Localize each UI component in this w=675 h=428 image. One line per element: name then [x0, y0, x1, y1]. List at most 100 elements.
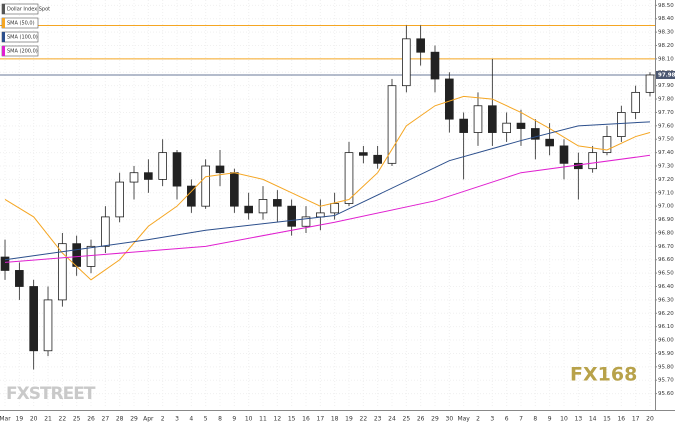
y-tick-label: 96.30	[658, 297, 674, 303]
y-tick-label: 98.30	[658, 30, 674, 36]
candle-body	[172, 152, 182, 187]
x-tick-label: 20	[30, 416, 38, 423]
sma-line	[4, 121, 651, 261]
candle-body	[215, 165, 225, 174]
y-tick-label: 98.20	[658, 43, 674, 49]
candle-body	[101, 216, 110, 247]
watermark: FXSTREET	[6, 384, 96, 404]
y-tick-label: 98.10	[658, 56, 674, 62]
y-tick-label: 96.20	[658, 311, 674, 317]
x-tick-label: 10	[560, 416, 568, 423]
x-tick-label: 4	[189, 416, 193, 423]
sma-line	[4, 95, 651, 281]
x-tick-label: Apr	[143, 416, 154, 423]
candle-body	[15, 270, 24, 287]
legend-swatch	[2, 4, 5, 14]
x-tick-label: 27	[102, 416, 110, 423]
candle-body	[301, 216, 311, 227]
candle-body	[416, 38, 425, 53]
x-tick-label: 17	[317, 416, 325, 423]
y-tick-label: 95.80	[658, 364, 674, 370]
y-tick-label: 96.10	[658, 324, 674, 330]
candle-body	[129, 172, 139, 183]
y-tick-label: 98.50	[658, 3, 674, 9]
candle-body	[201, 165, 210, 207]
x-tick-label: 2	[161, 416, 165, 423]
candle-body	[602, 136, 612, 154]
legend-label: Dollar Index Spot	[7, 7, 50, 13]
legend-label: SMA (50,0)	[7, 21, 35, 27]
candle-body	[29, 286, 38, 352]
x-tick-label: 30	[446, 416, 454, 423]
x-tick-label: 15	[288, 416, 296, 423]
candle-body	[516, 122, 526, 129]
y-tick-label: 97.40	[658, 150, 674, 156]
candle-body	[559, 145, 569, 164]
candle-body	[545, 138, 554, 147]
x-tick-label: 13	[575, 416, 583, 423]
y-tick-label: 97.30	[658, 164, 674, 170]
legend-label: SMA (200,0)	[7, 49, 38, 55]
legend-label: SMA (100,0)	[7, 35, 38, 41]
y-tick-label: 95.70	[658, 378, 674, 384]
x-tick-label: 20	[646, 416, 654, 423]
price-tag	[656, 70, 675, 79]
legend-swatch	[2, 32, 5, 42]
x-tick-label: 22	[360, 416, 368, 423]
candle-body	[502, 122, 511, 133]
candle-body	[258, 199, 268, 214]
candle-body	[445, 78, 454, 120]
candle-body	[373, 154, 382, 164]
candle-body	[158, 152, 167, 180]
x-tick-label: 23	[374, 416, 382, 423]
candle-body	[0, 256, 10, 271]
x-tick-label: 18	[331, 416, 339, 423]
y-tick-label: 98.40	[658, 16, 674, 22]
x-tick-label: 26	[87, 416, 95, 423]
x-tick-label: Mar	[0, 416, 11, 423]
x-tick-label: 22	[59, 416, 67, 423]
price-tag-label: 97.98	[658, 72, 675, 78]
candle-body	[588, 152, 597, 170]
candle-body	[645, 74, 655, 93]
candle-body	[86, 245, 96, 267]
candle-body	[430, 51, 440, 80]
candle-body	[359, 152, 368, 156]
x-tick-label: 11	[259, 416, 267, 423]
y-tick-label: 97.20	[658, 177, 674, 183]
x-tick-label: 8	[218, 416, 222, 423]
y-tick-label: 96.60	[658, 257, 674, 263]
x-tick-label: 21	[44, 416, 52, 423]
candle-body	[617, 112, 626, 137]
legend-swatch	[2, 46, 5, 56]
x-tick-label: 16	[617, 416, 625, 423]
y-tick-label: 97.10	[658, 190, 674, 196]
x-tick-label: 9	[232, 416, 236, 423]
candle-body	[459, 118, 468, 133]
candle-body	[531, 128, 540, 140]
x-tick-label: 3	[175, 416, 179, 423]
y-tick-label: 97.70	[658, 110, 674, 116]
y-tick-label: 95.90	[658, 351, 674, 357]
x-tick-label: 17	[632, 416, 640, 423]
candle-body	[58, 243, 67, 301]
x-tick-label: 2	[476, 416, 480, 423]
sma-line	[4, 154, 651, 263]
x-tick-label: 8	[533, 416, 537, 423]
x-tick-label: 25	[73, 416, 81, 423]
candle-body	[273, 199, 282, 207]
y-tick-label: 95.60	[658, 391, 674, 397]
candle-body	[230, 172, 239, 207]
x-tick-label: 28	[116, 416, 124, 423]
candle-body	[115, 181, 124, 218]
y-tick-label: 96.90	[658, 217, 674, 223]
candle-body	[72, 243, 81, 267]
candle-body	[144, 172, 153, 180]
x-tick-label: 5	[204, 416, 208, 423]
y-tick-label: 96.50	[658, 271, 674, 277]
candle-body	[330, 203, 339, 214]
x-tick-label: May	[457, 416, 470, 423]
candle-body	[344, 152, 354, 204]
x-tick-label: 19	[16, 416, 24, 423]
y-tick-label: 97.60	[658, 123, 674, 129]
